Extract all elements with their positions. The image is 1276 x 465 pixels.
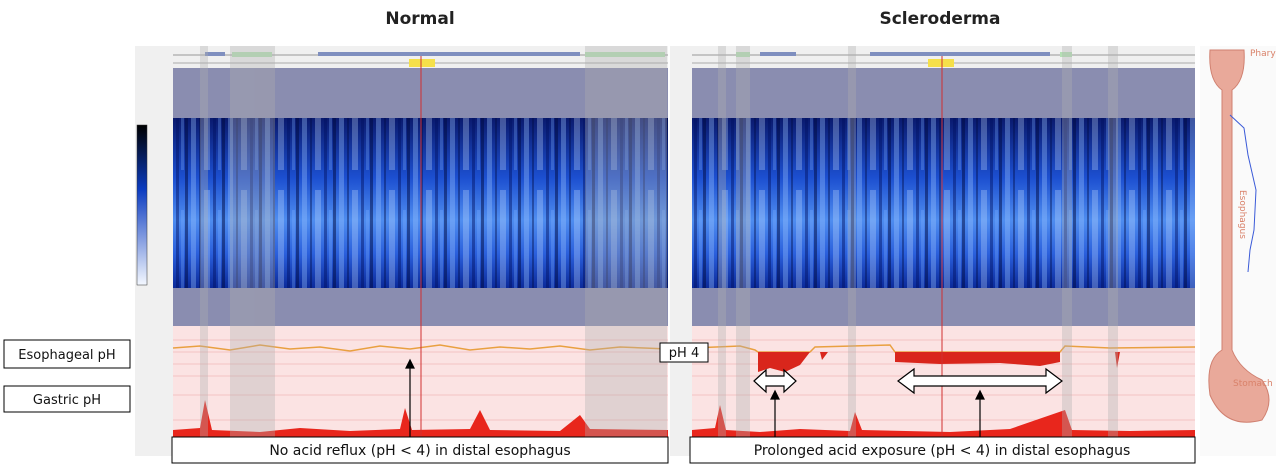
caption-box (689, 436, 1196, 464)
pointer-arrows (405, 358, 985, 437)
threshold-label: pH 4 (669, 346, 699, 361)
label-box (3, 385, 131, 413)
diagram-label: Stomach (1233, 379, 1273, 389)
normal-panel (135, 46, 669, 456)
label-box (659, 342, 709, 363)
diagram-label: Esophagus (1237, 190, 1247, 239)
side-label: Esophageal pH (18, 348, 115, 363)
caption: No acid reflux (pH < 4) in distal esopha… (269, 443, 570, 459)
label-box (3, 339, 131, 369)
duration-arrows (753, 367, 1063, 395)
panel-title: Scleroderma (879, 9, 1000, 29)
scleroderma-panel (670, 46, 1196, 456)
esophagus-diagram: Pharynx Esophagus Stomach (1200, 46, 1276, 456)
panel-title: Normal (385, 9, 454, 29)
diagram-label: Pharynx (1250, 49, 1276, 59)
caption-box (171, 436, 669, 464)
caption: Prolonged acid exposure (pH < 4) in dist… (754, 443, 1131, 459)
side-label: Gastric pH (33, 393, 101, 408)
